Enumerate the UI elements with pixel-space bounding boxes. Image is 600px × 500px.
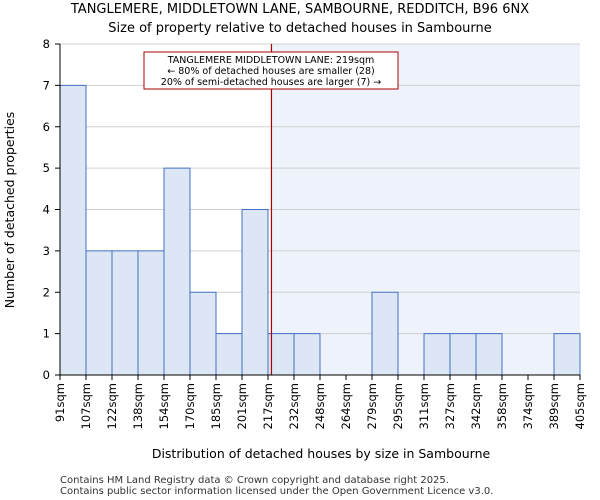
x-tick-label: 389sqm xyxy=(547,383,561,429)
annotation-line1: TANGLEMERE MIDDLETOWN LANE: 219sqm xyxy=(167,55,375,66)
x-tick-label: 295sqm xyxy=(391,383,405,429)
y-tick-label: 2 xyxy=(43,285,50,299)
bar xyxy=(137,250,165,376)
x-tick-label: 217sqm xyxy=(261,383,275,429)
x-tick-label: 374sqm xyxy=(521,383,535,429)
bar xyxy=(293,333,321,376)
bar xyxy=(449,333,477,376)
bar xyxy=(371,291,399,376)
footer-line1: Contains HM Land Registry data © Crown c… xyxy=(60,475,449,486)
bar xyxy=(59,84,87,376)
x-tick-label: 311sqm xyxy=(417,383,431,429)
y-tick-label: 6 xyxy=(43,120,50,134)
bar xyxy=(215,333,243,376)
x-tick-labels: 91sqm 107sqm 122sqm 138sqm 154sqm 170sqm 185sq… xyxy=(53,375,587,429)
x-tick-label: 107sqm xyxy=(79,383,93,429)
chart-title-line2: Size of property relative to detached ho… xyxy=(108,21,491,36)
y-tick-label: 8 xyxy=(43,37,50,51)
bar xyxy=(241,209,269,376)
y-tick-label: 0 xyxy=(43,368,50,382)
x-tick-label: 170sqm xyxy=(183,383,197,429)
footer-line2: Contains public sector information licen… xyxy=(60,486,493,497)
x-tick-label: 138sqm xyxy=(131,383,145,429)
bar xyxy=(111,250,139,376)
bar xyxy=(267,333,295,376)
annotation-line3: 20% of semi-detached houses are larger (… xyxy=(161,77,381,88)
bar xyxy=(553,333,581,376)
bar xyxy=(189,291,217,376)
x-tick-label: 248sqm xyxy=(313,383,327,429)
y-tick-label: 1 xyxy=(43,327,50,341)
x-axis-label: Distribution of detached houses by size … xyxy=(152,446,491,461)
y-tick-label: 4 xyxy=(43,203,50,217)
y-tick-label: 7 xyxy=(43,78,50,92)
y-tick-label: 5 xyxy=(43,161,50,175)
bar xyxy=(85,250,113,376)
annotation-frame xyxy=(143,51,399,90)
bar xyxy=(163,167,191,376)
bar xyxy=(423,333,451,376)
x-tick-label: 264sqm xyxy=(339,383,353,429)
x-tick-label: 185sqm xyxy=(209,383,223,429)
chart-title-line1: TANGLEMERE, MIDDLETOWN LANE, SAMBOURNE, … xyxy=(70,2,529,17)
y-axis-label: Number of detached properties xyxy=(2,112,17,309)
x-tick-label: 358sqm xyxy=(495,383,509,429)
y-tick-label: 3 xyxy=(43,244,50,258)
x-tick-label: 154sqm xyxy=(157,383,171,429)
x-tick-label: 405sqm xyxy=(573,383,587,429)
annotation-box: TANGLEMERE MIDDLETOWN LANE: 219sqm ← 80%… xyxy=(143,51,399,90)
annotation-line2: ← 80% of detached houses are smaller (28… xyxy=(167,66,374,77)
y-tick-labels: 0 1 2 3 4 5 6 7 8 xyxy=(43,37,60,382)
x-tick-label: 342sqm xyxy=(469,383,483,429)
x-tick-label: 201sqm xyxy=(235,383,249,429)
x-tick-label: 91sqm xyxy=(53,383,67,422)
bars xyxy=(59,84,581,376)
x-tick-label: 122sqm xyxy=(105,383,119,429)
bar xyxy=(475,333,503,376)
x-tick-label: 232sqm xyxy=(287,383,301,429)
x-tick-label: 327sqm xyxy=(443,383,457,429)
x-tick-label: 279sqm xyxy=(365,383,379,429)
